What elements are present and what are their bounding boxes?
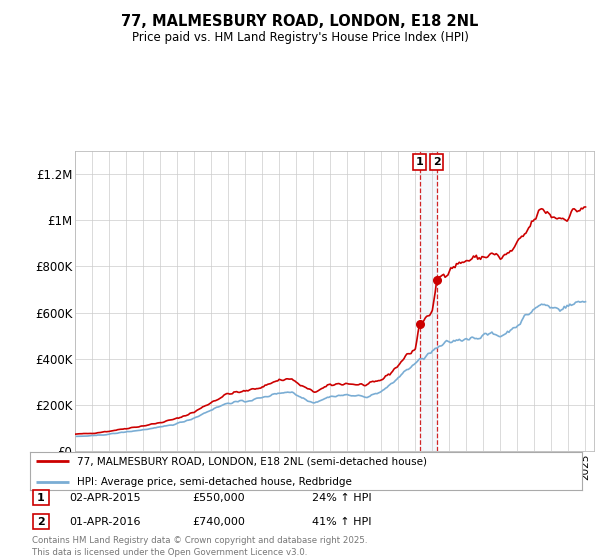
Text: Price paid vs. HM Land Registry's House Price Index (HPI): Price paid vs. HM Land Registry's House … xyxy=(131,31,469,44)
FancyBboxPatch shape xyxy=(33,514,49,530)
Text: £740,000: £740,000 xyxy=(192,517,245,527)
Text: 77, MALMESBURY ROAD, LONDON, E18 2NL: 77, MALMESBURY ROAD, LONDON, E18 2NL xyxy=(121,14,479,29)
Text: 24% ↑ HPI: 24% ↑ HPI xyxy=(312,493,371,503)
Bar xyxy=(419,151,437,451)
Text: 41% ↑ HPI: 41% ↑ HPI xyxy=(312,517,371,527)
Text: £550,000: £550,000 xyxy=(192,493,245,503)
Text: 77, MALMESBURY ROAD, LONDON, E18 2NL (semi-detached house): 77, MALMESBURY ROAD, LONDON, E18 2NL (se… xyxy=(77,456,427,466)
Text: 1: 1 xyxy=(416,157,424,167)
Text: 2: 2 xyxy=(37,517,44,527)
Text: 01-APR-2016: 01-APR-2016 xyxy=(69,517,140,527)
Text: 1: 1 xyxy=(37,493,44,503)
Text: 2: 2 xyxy=(433,157,440,167)
Text: Contains HM Land Registry data © Crown copyright and database right 2025.
This d: Contains HM Land Registry data © Crown c… xyxy=(32,536,367,557)
Text: HPI: Average price, semi-detached house, Redbridge: HPI: Average price, semi-detached house,… xyxy=(77,477,352,487)
FancyBboxPatch shape xyxy=(33,491,49,505)
Text: 02-APR-2015: 02-APR-2015 xyxy=(69,493,140,503)
